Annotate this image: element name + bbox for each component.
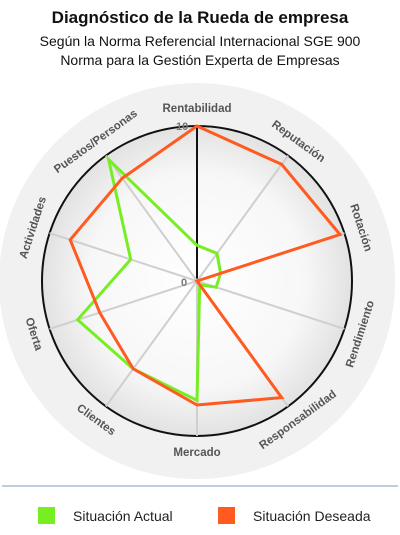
legend: Situación Actual Situación Deseada (0, 507, 400, 527)
radar-chart: RentabilidadReputaciónRotaciónRendimient… (0, 83, 395, 479)
axis-label-5: Mercado (173, 447, 220, 459)
tick-label-min: 0 (181, 277, 187, 289)
chart-title: Diagnóstico de la Rueda de empresa (51, 8, 349, 27)
axis-label-0: Rentabilidad (162, 103, 231, 115)
chart-subtitle-1: Según la Norma Referencial Internacional… (39, 33, 361, 49)
axis-spoke-8 (49, 232, 198, 282)
series-line-1 (68, 124, 343, 407)
tick-label-max: 10 (176, 121, 188, 133)
legend-swatch-actual (38, 507, 55, 524)
legend-item-deseada: Situación Deseada (218, 507, 371, 524)
legend-label-deseada: Situación Deseada (253, 507, 371, 524)
axis-spoke-7 (49, 280, 198, 330)
axis-spoke-6 (105, 280, 198, 407)
chart-subtitle-2: Norma para la Gestión Experta de Empresa… (60, 52, 340, 68)
legend-label-actual: Situación Actual (73, 507, 173, 524)
axis-spoke-1 (196, 155, 289, 282)
legend-swatch-deseada (218, 507, 235, 524)
axis-spoke-3 (196, 280, 345, 330)
series-line-0 (75, 154, 223, 403)
legend-item-actual: Situación Actual (38, 507, 173, 524)
axis-spoke-9 (105, 155, 198, 282)
legend-divider (2, 485, 398, 487)
